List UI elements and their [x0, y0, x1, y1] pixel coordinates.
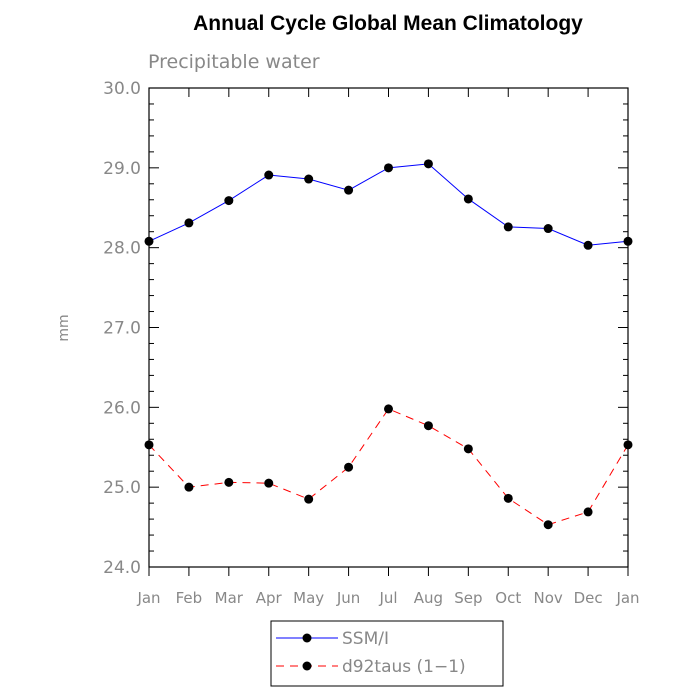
data-point [304, 174, 314, 184]
chart-subtitle: Precipitable water [148, 51, 320, 73]
axis-ticks: 24.0 25.0 26.0 27.0 28.0 29.0 30.0 Jan Feb Mar Apr… [103, 79, 639, 607]
y-tick-label: 25.0 [103, 478, 141, 498]
x-tick-label: Jul [378, 589, 397, 607]
data-point [344, 185, 354, 195]
series-group [144, 159, 633, 530]
series-line-0 [148, 163, 629, 246]
y-tick-label: 30.0 [103, 79, 141, 99]
legend-label-d92taus: d92taus (1−1) [342, 657, 466, 677]
data-point [184, 218, 194, 228]
data-point [543, 224, 553, 234]
data-point [423, 421, 433, 431]
data-point [264, 170, 274, 180]
x-tick-label: Nov [534, 589, 563, 607]
x-tick-label: Aug [414, 589, 443, 607]
legend-marker-ssmi [302, 633, 312, 643]
x-tick-label: Feb [176, 589, 203, 607]
data-point [423, 159, 433, 169]
x-tick-label: Apr [256, 589, 283, 607]
data-point [344, 462, 354, 472]
y-axis-label: mm [56, 314, 72, 341]
x-tick-label: May [293, 589, 324, 607]
data-point [264, 478, 274, 488]
chart-title: Annual Cycle Global Mean Climatology [193, 12, 583, 35]
x-tick-label: Jan [615, 589, 639, 607]
data-point [304, 494, 314, 504]
data-point [463, 444, 473, 454]
data-point [463, 194, 473, 204]
y-tick-label: 28.0 [103, 239, 141, 259]
data-point [384, 163, 393, 173]
y-tick-label: 29.0 [103, 159, 141, 179]
series-line-1 [148, 408, 629, 526]
data-point [384, 404, 393, 414]
x-tick-label: Oct [495, 589, 521, 607]
y-tick-label: 27.0 [103, 319, 141, 339]
legend: SSM/I d92taus (1−1) [270, 620, 504, 687]
y-tick-label: 24.0 [103, 558, 141, 578]
legend-box [270, 620, 504, 687]
x-tick-label: Dec [574, 589, 603, 607]
x-tick-label: Mar [215, 589, 244, 607]
data-point [224, 477, 234, 487]
data-point [503, 222, 513, 232]
data-point [583, 507, 593, 517]
y-tick-label: 26.0 [103, 398, 141, 418]
plot-frame [148, 87, 629, 568]
legend-label-ssmi: SSM/I [342, 629, 389, 649]
data-point [583, 240, 593, 250]
x-tick-label: Sep [454, 589, 482, 607]
data-point [543, 520, 553, 530]
data-point [184, 482, 194, 492]
data-point [503, 493, 513, 503]
x-tick-label: Jun [336, 589, 360, 607]
data-point [224, 196, 234, 206]
legend-marker-d92taus [302, 661, 312, 671]
x-tick-label: Jan [136, 589, 160, 607]
